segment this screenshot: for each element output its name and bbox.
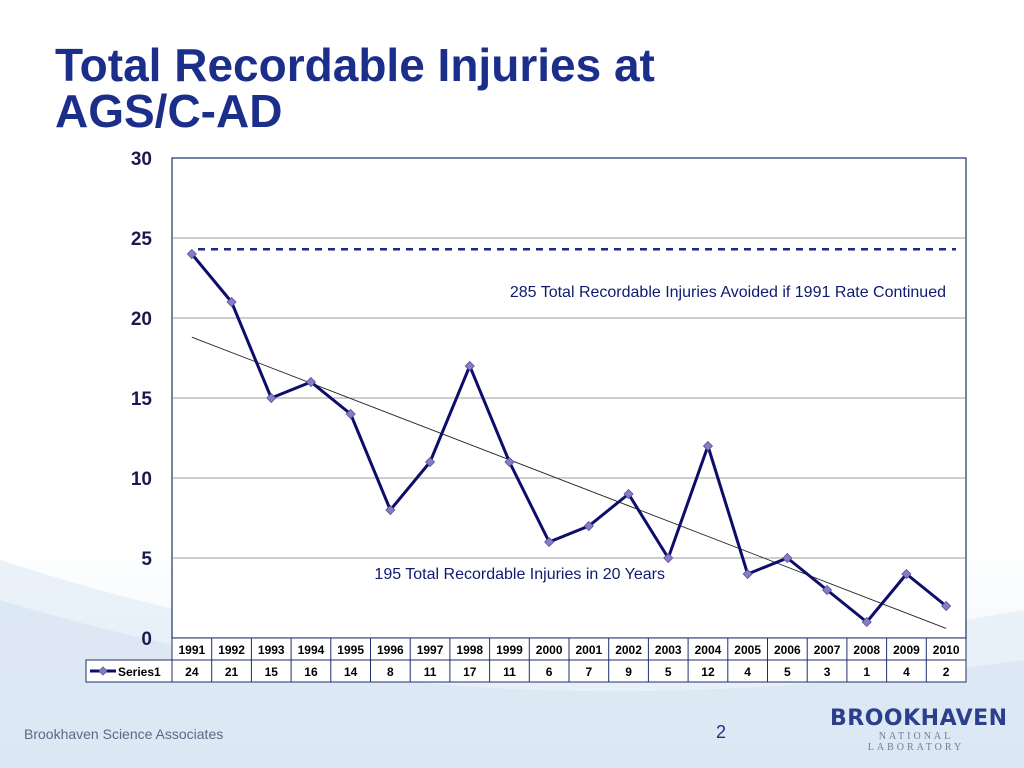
table-value-cell: 5	[665, 665, 672, 679]
table-value-cell: 15	[265, 665, 279, 679]
series-line	[190, 253, 948, 624]
data-point-marker	[385, 504, 396, 516]
slide-title-line1: Total Recordable Injuries at	[55, 39, 655, 91]
table-value-cell: 9	[625, 665, 632, 679]
data-point-marker	[504, 456, 515, 468]
table-value-cell: 14	[344, 665, 358, 679]
legend-marker-key	[98, 666, 108, 676]
logo-sub-text: NATIONAL LABORATORY	[867, 731, 965, 753]
x-tick-label: 1996	[377, 643, 404, 657]
x-tick-label: 2001	[575, 643, 602, 657]
table-data-row	[85, 659, 967, 683]
data-point-marker	[305, 376, 317, 388]
footer-organization: Brookhaven Science Associates	[24, 726, 224, 742]
y-tick-label: 25	[131, 229, 153, 250]
data-point-marker	[663, 552, 674, 564]
x-tick-label: 2004	[695, 643, 722, 657]
table-value-cell: 8	[387, 665, 394, 679]
table-value-cell: 16	[304, 665, 318, 679]
annotation-total: 195 Total Recordable Injuries in 20 Year…	[374, 566, 665, 583]
y-tick-label: 0	[141, 629, 152, 650]
data-point-marker	[821, 584, 833, 596]
y-tick-label: 30	[131, 149, 152, 170]
slide-title-line2: AGS/C-AD	[55, 85, 283, 137]
data-point-marker	[226, 296, 237, 308]
x-tick-label: 1991	[178, 643, 205, 657]
x-tick-label: 2000	[536, 643, 563, 657]
data-point-marker	[702, 440, 714, 452]
x-tick-label: 1994	[298, 643, 325, 657]
data-point-marker	[583, 520, 594, 532]
table-value-cell: 11	[503, 665, 516, 679]
table-value-cell: 24	[185, 665, 199, 679]
annotation-avoided: 285 Total Recordable Injuries Avoided if…	[510, 284, 946, 301]
data-point-marker	[266, 392, 277, 404]
table-value-cell: 17	[463, 665, 477, 679]
x-tick-label: 2005	[734, 643, 761, 657]
data-point-marker	[345, 408, 356, 420]
page-number: 2	[716, 722, 727, 742]
data-point-marker	[464, 360, 475, 372]
table-value-cell: 11	[424, 665, 437, 679]
data-point-marker	[861, 616, 872, 628]
data-point-marker	[623, 488, 634, 500]
table-value-cell: 2	[943, 665, 950, 679]
logo-main-text: BROOKHAVEN	[830, 706, 1008, 731]
x-tick-label: 2009	[893, 643, 920, 657]
data-point-marker	[941, 600, 952, 612]
table-value-cell: 4	[903, 665, 910, 679]
y-tick-label: 15	[131, 389, 153, 410]
x-tick-label: 2008	[853, 643, 880, 657]
x-tick-label: 1992	[218, 643, 245, 657]
y-tick-label: 5	[141, 549, 152, 570]
x-tick-label: 2007	[814, 643, 841, 657]
table-value-cell: 12	[701, 665, 715, 679]
table-value-cell: 3	[824, 665, 831, 679]
x-tick-label: 1995	[337, 643, 364, 657]
table-value-cell: 1	[863, 665, 870, 679]
x-tick-label: 1997	[417, 643, 444, 657]
data-point-marker	[742, 568, 753, 580]
table-value-cell: 21	[225, 665, 239, 679]
x-tick-label: 2006	[774, 643, 801, 657]
y-tick-label: 10	[131, 469, 152, 490]
table-value-cell: 4	[744, 665, 751, 679]
x-tick-label: 1998	[456, 643, 483, 657]
x-tick-label: 2003	[655, 643, 682, 657]
table-value-cell: 6	[546, 665, 553, 679]
y-tick-label: 20	[131, 309, 152, 330]
data-point-marker	[424, 456, 436, 468]
table-value-cell: 5	[784, 665, 791, 679]
slide-title: Total Recordable Injuries at AGS/C-AD	[55, 42, 955, 134]
legend-series-label: Series1	[118, 665, 161, 679]
data-point-marker	[544, 536, 555, 548]
x-tick-label: 1999	[496, 643, 523, 657]
data-point-marker	[901, 568, 912, 580]
data-point-marker	[186, 248, 197, 260]
x-tick-label: 1993	[258, 643, 285, 657]
x-tick-label: 2002	[615, 643, 642, 657]
brookhaven-logo: BROOKHAVEN NATIONAL LABORATORY	[830, 706, 1008, 753]
x-tick-label: 2010	[933, 643, 960, 657]
data-point-marker	[782, 552, 793, 564]
table-value-cell: 7	[586, 665, 593, 679]
